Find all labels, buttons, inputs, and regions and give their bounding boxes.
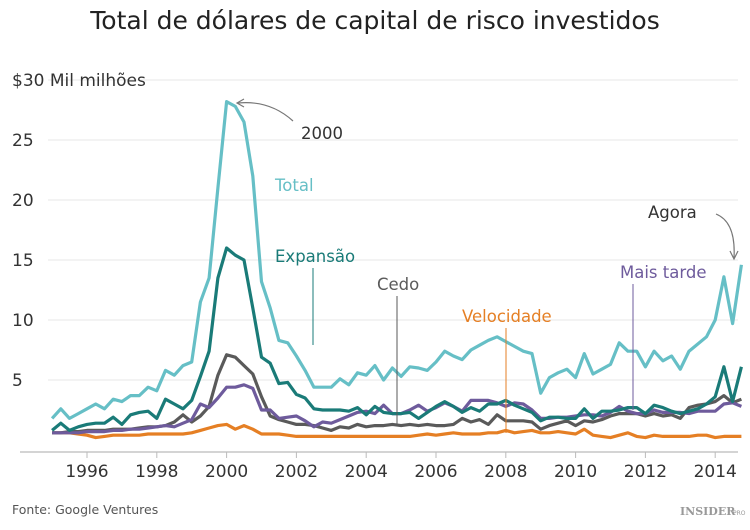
chart-title: Total de dólares de capital de risco inv… (89, 6, 660, 35)
x-tick-label: 2006 (414, 462, 457, 482)
series-label: Total (274, 176, 314, 195)
svg-text:INSIDER: INSIDER (680, 505, 736, 518)
y-axis-label: $30 Mil milhões (12, 71, 146, 91)
now-arrowhead-icon (729, 250, 739, 261)
x-tick-label: 2000 (205, 462, 248, 482)
x-tick-label: 2010 (554, 462, 597, 482)
y-tick-label: 20 (12, 191, 34, 211)
peak-arrow (237, 102, 294, 122)
x-tick-label: 2012 (624, 462, 667, 482)
x-tick-label: 2002 (275, 462, 318, 482)
x-tick-label: 1996 (65, 462, 108, 482)
x-tick-label: 2004 (345, 462, 388, 482)
series-label: Mais tarde (620, 263, 706, 282)
series-line-velocidade (52, 422, 742, 440)
now-arrow (715, 213, 735, 259)
x-tick-label: 2014 (694, 462, 737, 482)
x-tick-label: 2008 (484, 462, 527, 482)
series-label: Expansão (275, 247, 355, 266)
y-tick-label: 5 (12, 371, 23, 391)
svg-text:PRO: PRO (733, 510, 746, 517)
now-annotation: Agora (648, 203, 697, 222)
y-tick-label: 15 (12, 251, 34, 271)
peak-arrowhead-icon (235, 98, 245, 108)
insider-pro-logo: INSIDER PRO (680, 505, 746, 518)
source-note: Fonte: Google Ventures (12, 502, 158, 517)
y-tick-label: 10 (12, 311, 34, 331)
series-label: Cedo (377, 275, 419, 294)
x-tick-label: 1998 (135, 462, 178, 482)
y-tick-label: 25 (12, 131, 34, 151)
peak-annotation: 2000 (301, 124, 343, 143)
series-label: Velocidade (462, 307, 552, 326)
